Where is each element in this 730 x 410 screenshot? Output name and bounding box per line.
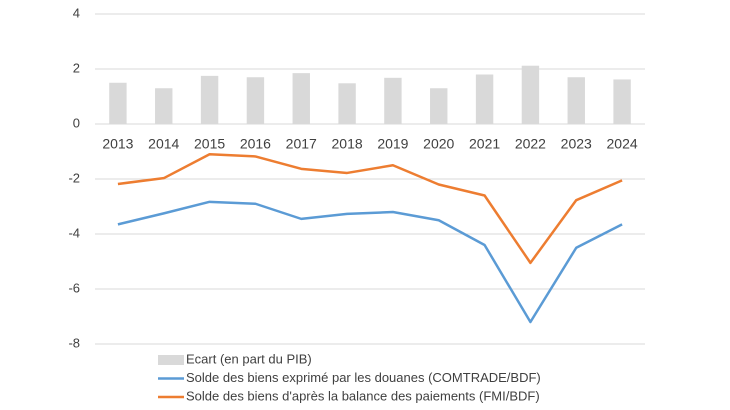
line — [117, 200, 623, 324]
bar — [384, 77, 402, 124]
y-tick-label: -4 — [68, 225, 80, 240]
x-tick-label: 2022 — [515, 136, 546, 152]
x-tick-label: 2018 — [332, 136, 363, 152]
legend-label: Solde des biens d'après la balance des p… — [186, 388, 540, 403]
x-tick-label: 2021 — [469, 136, 500, 152]
bar — [292, 73, 310, 124]
bar — [430, 88, 448, 124]
x-tick-label: 2016 — [240, 136, 271, 152]
y-tick-label: 2 — [73, 60, 80, 75]
y-tick-label: -6 — [68, 280, 80, 295]
bar — [475, 74, 494, 124]
x-tick-label: 2015 — [194, 136, 225, 152]
bar — [200, 75, 219, 124]
legend: Ecart (en part du PIB) Solde des biens ex… — [158, 351, 541, 403]
x-tick-label: 2023 — [561, 136, 592, 152]
x-tick-label: 2017 — [286, 136, 317, 152]
x-tick-label: 2013 — [102, 136, 133, 152]
bar — [567, 77, 585, 124]
bar — [246, 77, 265, 124]
bar — [155, 88, 173, 124]
x-tick-label: 2024 — [607, 136, 638, 152]
bar — [109, 82, 127, 124]
bar — [338, 83, 356, 124]
x-tick-label: 2014 — [148, 136, 179, 152]
legend-swatch — [158, 355, 184, 365]
legend-label: Solde des biens exprimé par les douanes … — [186, 370, 541, 385]
x-tick-label: 2019 — [377, 136, 408, 152]
bar — [613, 79, 631, 124]
y-tick-label: -8 — [68, 335, 80, 350]
bar — [521, 65, 540, 124]
y-tick-label: 4 — [73, 5, 80, 20]
y-tick-label: 0 — [73, 115, 80, 130]
x-tick-label: 2020 — [423, 136, 454, 152]
y-tick-label: -2 — [68, 170, 80, 185]
line — [117, 153, 623, 265]
legend-label: Ecart (en part du PIB) — [186, 351, 312, 366]
